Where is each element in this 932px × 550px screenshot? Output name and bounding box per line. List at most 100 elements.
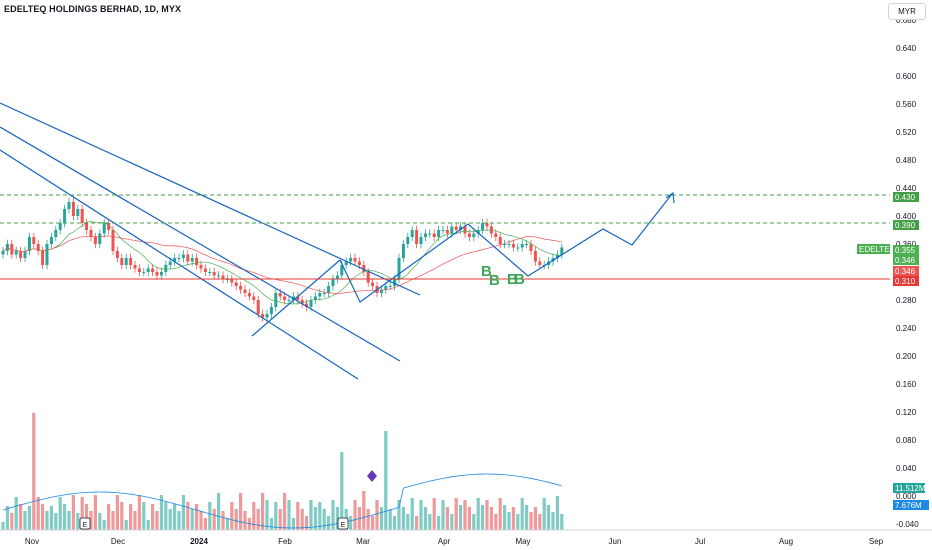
trend-lines (0, 102, 890, 380)
volume-bar (212, 509, 216, 530)
candle-body (327, 286, 331, 293)
markers: BB BBE E (79, 263, 525, 530)
candle-body (14, 251, 18, 255)
volume-bar (102, 520, 106, 530)
candle-body (340, 265, 344, 276)
buy-signal-label: B (514, 271, 525, 288)
volume-bar (511, 507, 515, 530)
volume-bar (397, 500, 401, 530)
volume-bar (151, 504, 155, 530)
volume-bar (525, 505, 529, 530)
volume-bar (177, 511, 181, 530)
x-tick-label: Apr (438, 537, 451, 546)
volume-bar (507, 512, 511, 530)
volume-bar (300, 509, 304, 530)
volume-bar (221, 511, 225, 530)
candle-body (243, 289, 247, 293)
candle-body (415, 230, 419, 244)
volume-bar (89, 511, 93, 530)
candle-body (181, 254, 185, 258)
volume-bar (419, 500, 423, 530)
moving-average-line (2, 235, 562, 294)
candle-body (463, 226, 467, 234)
candle-body (432, 233, 436, 237)
volume-tag (893, 500, 929, 510)
volume-bar (296, 502, 300, 530)
candle-body (419, 237, 423, 244)
y-tick-label: 0.120 (896, 408, 917, 417)
volume-bar (195, 504, 199, 530)
volume-bar (32, 413, 36, 530)
candle-body (318, 293, 322, 297)
candle-body (252, 296, 256, 300)
volume-bar (98, 513, 102, 530)
volume-bar (208, 502, 212, 530)
candle-body (199, 265, 203, 269)
volume-bar (49, 506, 53, 530)
volume-bar (529, 512, 533, 530)
price-tag-label: 0.346 (895, 256, 916, 265)
price-tag-label: 0.430 (895, 193, 916, 202)
y-tick-label: -0.040 (896, 520, 919, 529)
volume-bar (164, 502, 168, 530)
candle-body (529, 244, 533, 251)
volume-bar (10, 513, 14, 530)
candle-body (247, 293, 251, 297)
candle-body (32, 237, 36, 244)
moving-average-line (2, 221, 562, 305)
volume-bar (454, 498, 458, 530)
volume-bar (560, 514, 564, 530)
volume-bar (107, 504, 111, 530)
candle-body (467, 233, 471, 237)
y-tick-label: 0.200 (896, 352, 917, 361)
candle-body (54, 230, 58, 237)
volume-bar (243, 511, 247, 530)
y-tick-label: 0.040 (896, 464, 917, 473)
volume-bar (278, 509, 282, 530)
moving-averages (2, 221, 562, 305)
candle-body (344, 261, 348, 265)
candle-body (410, 230, 414, 237)
candle-body (388, 286, 392, 287)
volume-bar (406, 514, 410, 530)
volume-bar (230, 502, 234, 530)
volume-tag-label: 7.676M (895, 501, 922, 510)
price-tag (857, 244, 890, 254)
candle-body (503, 244, 507, 245)
candle-body (159, 272, 163, 276)
volume-bar (265, 500, 269, 530)
volume-tag (893, 483, 925, 493)
candle-body (437, 230, 441, 237)
candle-body (195, 258, 199, 265)
volume-bar (291, 518, 295, 530)
volume-bar (463, 500, 467, 530)
candle-body (305, 303, 309, 307)
candle-body (45, 244, 49, 265)
candle-body (353, 258, 357, 262)
candle-body (384, 286, 388, 290)
volume-bar (5, 506, 9, 530)
volume-bar (313, 507, 317, 530)
volume-bar (142, 502, 146, 530)
candle-body (401, 244, 405, 258)
volume-bar (494, 514, 498, 530)
projection-path (339, 193, 673, 303)
trend-line (251, 259, 341, 337)
volume-bar (23, 511, 27, 530)
y-tick-label: 0.160 (896, 380, 917, 389)
candle-body (516, 247, 520, 249)
volume-bar (146, 520, 150, 530)
volume-bar (274, 502, 278, 530)
volume-bar (63, 504, 67, 530)
chart-title: EDELTEQ HOLDINGS BERHAD, 1D, MYX (4, 4, 182, 14)
volume-bar (239, 493, 243, 530)
volume-bar (261, 493, 265, 530)
candle-body (234, 282, 238, 286)
candles (1, 197, 564, 322)
volume-bar (93, 495, 97, 530)
volume-bar (76, 513, 80, 530)
currency-button[interactable]: MYR (888, 3, 926, 20)
earnings-marker-icon (79, 517, 91, 530)
